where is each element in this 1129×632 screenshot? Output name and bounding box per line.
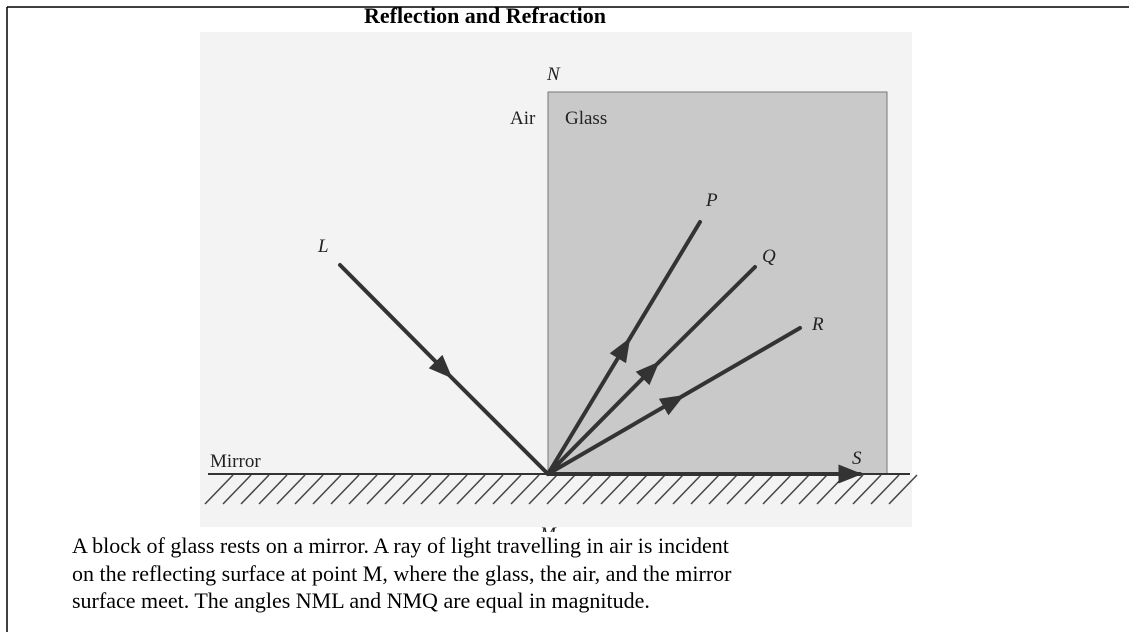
ray-P <box>546 337 631 476</box>
label-glass: Glass <box>565 108 607 129</box>
hatch-line <box>276 474 306 505</box>
label-q: Q <box>762 246 776 267</box>
hatch-line <box>420 474 450 505</box>
hatch-line <box>564 474 594 505</box>
hatch-line <box>240 474 270 505</box>
hatch-line <box>348 474 378 505</box>
hatch-line <box>582 474 612 505</box>
hatch-line <box>204 474 234 505</box>
hatch-line <box>780 474 810 505</box>
ray-R <box>546 394 685 476</box>
hatch-line <box>654 474 684 505</box>
label-r: R <box>811 314 824 335</box>
hatch-line <box>456 474 486 505</box>
hatch-line <box>258 474 288 505</box>
ray-R <box>672 326 802 403</box>
hatch-line <box>888 474 918 505</box>
rays <box>338 220 863 484</box>
ray-Q <box>649 265 757 372</box>
hatch-line <box>438 474 468 505</box>
label-p: P <box>705 190 718 211</box>
label-l: L <box>317 236 329 257</box>
hatch-line <box>708 474 738 505</box>
ray-P <box>622 220 702 350</box>
caption-line: A block of glass rests on a mirror. A ra… <box>72 533 729 558</box>
hatch-line <box>474 474 504 505</box>
title: Reflection and Refraction <box>364 3 606 28</box>
hatch-line <box>744 474 774 505</box>
hatch-line <box>762 474 792 505</box>
hatch-line <box>222 474 252 505</box>
hatch-line <box>492 474 522 505</box>
hatch-line <box>798 474 828 505</box>
hatch-line <box>870 474 900 505</box>
ray-L <box>338 263 453 379</box>
hatch-line <box>510 474 540 505</box>
hatch-line <box>384 474 414 505</box>
caption-line: surface meet. The angles NML and NMQ are… <box>72 588 650 613</box>
label-mirror: Mirror <box>210 451 261 472</box>
label-air: Air <box>510 108 536 129</box>
hatch-line <box>672 474 702 505</box>
hatch-line <box>546 474 576 505</box>
ray-L <box>442 368 550 476</box>
hatch-line <box>636 474 666 505</box>
caption: A block of glass rests on a mirror. A ra… <box>72 532 1072 615</box>
label-s: S <box>852 448 862 469</box>
caption-line: on the reflecting surface at point M, wh… <box>72 560 732 586</box>
hatch-line <box>366 474 396 505</box>
hatch-line <box>528 474 558 505</box>
hatch-line <box>852 474 882 505</box>
hatch-line <box>690 474 720 505</box>
hatch-line <box>600 474 630 505</box>
mirror-hatching <box>204 474 918 505</box>
hatch-line <box>312 474 342 505</box>
hatch-line <box>726 474 756 505</box>
label-n: N <box>546 64 561 85</box>
hatch-line <box>402 474 432 505</box>
hatch-line <box>618 474 648 505</box>
hatch-line <box>294 474 324 505</box>
glass-block <box>547 91 888 475</box>
ray-Q <box>546 361 660 476</box>
hatch-line <box>330 474 360 505</box>
